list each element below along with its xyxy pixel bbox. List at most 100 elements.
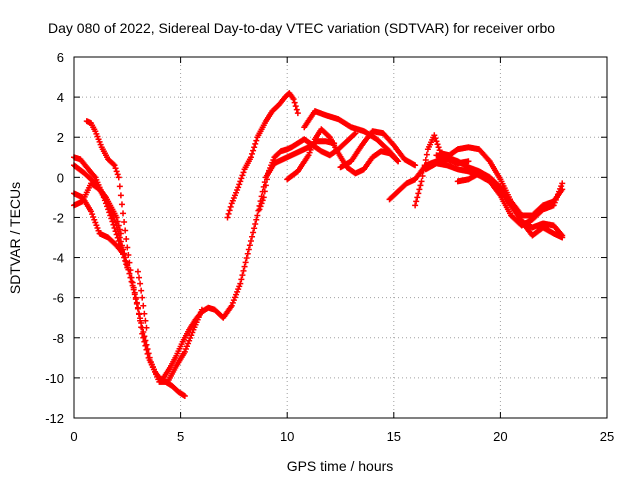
data-point	[412, 202, 419, 209]
data-point	[182, 346, 189, 353]
data-point	[141, 338, 148, 345]
data-point	[261, 188, 268, 195]
data-point	[112, 165, 119, 172]
series-track-4	[71, 190, 127, 257]
data-point	[237, 178, 244, 185]
data-point	[114, 218, 121, 225]
data-point	[240, 169, 247, 176]
data-point	[140, 302, 147, 309]
data-point	[552, 196, 559, 203]
data-point	[465, 158, 472, 165]
data-point	[144, 350, 151, 357]
series-track-8	[224, 90, 301, 221]
data-point	[139, 330, 146, 337]
data-point	[110, 221, 117, 228]
data-point	[137, 280, 144, 287]
data-point	[117, 230, 124, 237]
data-point	[435, 144, 442, 151]
data-point	[142, 317, 149, 324]
data-point	[554, 191, 561, 198]
data-point	[121, 218, 128, 225]
data-point	[116, 226, 123, 233]
data-point	[415, 190, 422, 197]
data-point	[142, 342, 149, 349]
data-point	[553, 194, 560, 201]
data-point	[143, 341, 150, 348]
data-point	[123, 261, 130, 268]
data-point	[256, 206, 263, 213]
plot-frame	[73, 56, 608, 419]
data-point	[433, 138, 440, 145]
data-point	[185, 340, 192, 347]
data-point	[128, 274, 135, 281]
data-point	[249, 233, 256, 240]
data-point	[252, 140, 259, 147]
data-point	[140, 334, 147, 341]
data-point	[325, 133, 332, 140]
data-point	[421, 162, 428, 169]
data-point	[90, 213, 97, 220]
data-point	[121, 254, 128, 261]
x-tick-label: 0	[70, 429, 77, 444]
data-point	[291, 99, 298, 106]
data-point	[111, 162, 118, 169]
data-point	[111, 224, 118, 231]
data-point	[120, 250, 127, 257]
data-point	[228, 302, 235, 309]
data-point	[126, 270, 133, 277]
x-tick-label: 20	[493, 429, 507, 444]
data-point	[233, 291, 240, 298]
data-point	[88, 208, 95, 215]
x-tick-label: 15	[387, 429, 401, 444]
data-point	[235, 184, 242, 191]
data-point	[94, 224, 101, 231]
data-point	[419, 172, 426, 179]
data-point	[559, 234, 566, 241]
data-point	[550, 202, 557, 209]
data-point	[235, 286, 242, 293]
data-point	[93, 222, 100, 229]
data-point	[95, 227, 102, 234]
series-track-5	[83, 118, 188, 399]
data-point	[293, 106, 300, 113]
data-point	[412, 162, 419, 169]
data-point	[115, 222, 122, 229]
y-tick-label: -12	[45, 411, 64, 426]
data-point	[422, 156, 429, 163]
x-axis-label: GPS time / hours	[287, 458, 394, 474]
data-point	[120, 210, 127, 217]
data-point	[294, 110, 301, 117]
data-point	[127, 267, 134, 274]
data-point	[131, 289, 138, 296]
data-point	[236, 283, 243, 290]
series-track-6	[134, 268, 150, 331]
data-point	[251, 144, 258, 151]
data-point	[181, 348, 188, 355]
data-point	[551, 199, 558, 206]
series-track-3	[71, 162, 124, 237]
data-point	[109, 218, 116, 225]
data-point	[423, 151, 430, 158]
data-point	[230, 297, 237, 304]
data-point	[129, 279, 136, 286]
data-point	[290, 96, 297, 103]
data-point	[134, 304, 141, 311]
axis-ticks: 0 5 10 15 20 25 -12 -10 -8 -6 -4 -2 0 2 4 6	[45, 50, 614, 444]
data-point	[227, 203, 234, 210]
data-point	[138, 287, 145, 294]
data-point	[558, 183, 565, 190]
data-point	[113, 168, 120, 175]
series-track-13	[386, 156, 472, 203]
data-point	[250, 229, 257, 236]
data-point	[234, 288, 241, 295]
data-point	[262, 182, 269, 189]
data-point	[108, 215, 115, 222]
y-tick-label: -6	[52, 291, 64, 306]
data-point	[242, 259, 249, 266]
data-point	[436, 147, 443, 154]
data-point	[141, 310, 148, 317]
data-point	[559, 180, 566, 187]
data-point	[254, 212, 261, 219]
